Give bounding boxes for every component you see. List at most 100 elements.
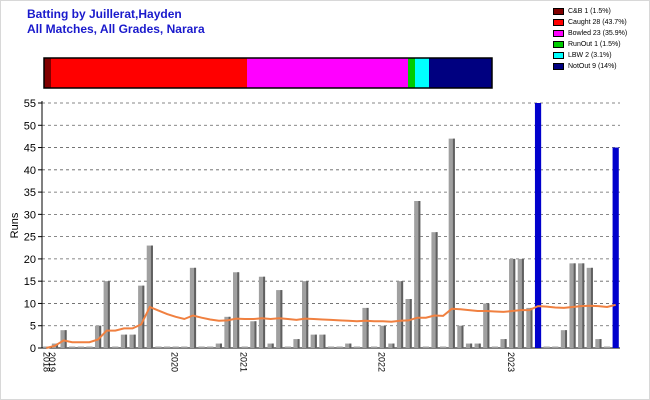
bar-shade bbox=[573, 263, 576, 348]
dismissal-segment bbox=[247, 58, 408, 88]
bar-shade bbox=[263, 276, 266, 348]
bar-rect bbox=[569, 263, 576, 348]
bar-rect bbox=[474, 343, 481, 348]
bar-rect bbox=[534, 103, 542, 348]
bar bbox=[181, 346, 188, 348]
bar bbox=[440, 346, 447, 348]
legend-swatch bbox=[553, 41, 564, 48]
bar-rect bbox=[163, 346, 171, 348]
bar bbox=[60, 330, 67, 348]
bar-rect bbox=[612, 147, 619, 348]
legend-item: RunOut 1 (1.5%) bbox=[553, 39, 627, 50]
bar bbox=[448, 138, 455, 348]
bar-rect bbox=[440, 346, 447, 348]
y-tick-label: 15 bbox=[24, 276, 36, 288]
bar-shade bbox=[504, 339, 507, 348]
dismissal-segment bbox=[415, 58, 429, 88]
bar-rect bbox=[396, 281, 404, 348]
bar-rect bbox=[560, 330, 568, 348]
bar-rect bbox=[310, 334, 317, 348]
x-tick-label: 2022 bbox=[376, 352, 386, 372]
legend-label: LBW 2 (3.1%) bbox=[568, 52, 612, 59]
bar bbox=[258, 276, 266, 348]
chart-subtitle: All Matches, All Grades, Narara bbox=[27, 22, 205, 36]
bar-rect bbox=[284, 346, 291, 348]
bar bbox=[215, 343, 222, 348]
bar bbox=[491, 346, 499, 348]
bar-rect bbox=[224, 316, 231, 348]
bar-shade bbox=[237, 272, 240, 348]
bar-rect bbox=[422, 346, 430, 348]
bar bbox=[560, 330, 568, 348]
bar-rect bbox=[215, 343, 222, 348]
legend-label: C&B 1 (1.5%) bbox=[568, 8, 611, 15]
bar-shade bbox=[150, 245, 153, 348]
bar bbox=[543, 346, 550, 348]
bar-rect bbox=[414, 201, 421, 348]
bar bbox=[595, 339, 602, 348]
bar-shade bbox=[125, 334, 128, 348]
bar bbox=[603, 346, 611, 348]
bar-shade bbox=[254, 321, 257, 348]
legend-swatch bbox=[553, 52, 564, 59]
bar-rect bbox=[155, 346, 162, 348]
bar-shade bbox=[366, 307, 369, 348]
bar-rect bbox=[552, 346, 559, 348]
legend: C&B 1 (1.5%) Caught 28 (43.7%) Bowled 23 (… bbox=[553, 6, 627, 72]
bar-rect bbox=[509, 258, 516, 348]
bar bbox=[250, 321, 257, 348]
bar bbox=[120, 334, 128, 348]
bar-rect bbox=[483, 303, 490, 348]
bar-rect bbox=[86, 346, 93, 348]
legend-item: LBW 2 (3.1%) bbox=[553, 50, 627, 61]
bar-rect bbox=[129, 334, 136, 348]
bar-shade bbox=[107, 281, 110, 348]
bar bbox=[198, 346, 205, 348]
legend-swatch bbox=[553, 8, 564, 15]
bar bbox=[155, 346, 162, 348]
bar-rect bbox=[526, 307, 533, 348]
bar-rect bbox=[448, 138, 455, 348]
bar-shade bbox=[297, 339, 300, 348]
y-axis-label: Runs bbox=[9, 212, 21, 238]
bar-rect bbox=[232, 272, 240, 348]
bar-rect bbox=[543, 346, 550, 348]
bar-rect bbox=[345, 343, 352, 348]
bar bbox=[465, 343, 473, 348]
y-tick-label: 45 bbox=[24, 143, 36, 155]
x-tick-label: 2019 bbox=[47, 352, 57, 372]
bar-rect bbox=[517, 258, 524, 348]
bar-rect bbox=[77, 346, 84, 348]
bar-rect bbox=[267, 343, 274, 348]
bar-rect bbox=[457, 325, 464, 348]
dismissal-segment bbox=[44, 58, 51, 88]
bar-shade bbox=[271, 343, 274, 348]
bar-rect bbox=[353, 346, 360, 348]
bar-rect bbox=[207, 346, 214, 348]
bar bbox=[517, 258, 524, 348]
bar bbox=[569, 263, 576, 348]
bar-shade bbox=[392, 343, 395, 348]
bar bbox=[232, 272, 240, 348]
legend-swatch bbox=[553, 19, 564, 26]
bar bbox=[552, 346, 559, 348]
bar-rect bbox=[405, 299, 412, 348]
bar bbox=[396, 281, 404, 348]
bar bbox=[77, 346, 84, 348]
bar-rect bbox=[327, 346, 335, 348]
bar bbox=[189, 267, 197, 348]
legend-item: NotOut 9 (14%) bbox=[553, 61, 627, 72]
bar-rect bbox=[198, 346, 205, 348]
bar-shade bbox=[590, 267, 593, 348]
bar bbox=[327, 346, 335, 348]
bar bbox=[431, 232, 438, 348]
bar-rect bbox=[241, 346, 248, 348]
bar bbox=[224, 316, 231, 348]
legend-swatch bbox=[553, 30, 564, 37]
bar-rect bbox=[595, 339, 602, 348]
bar-rect bbox=[302, 281, 309, 348]
legend-item: C&B 1 (1.5%) bbox=[553, 6, 627, 17]
bar-shade bbox=[323, 334, 326, 348]
bar-rect bbox=[120, 334, 128, 348]
bar-shade bbox=[487, 303, 490, 348]
